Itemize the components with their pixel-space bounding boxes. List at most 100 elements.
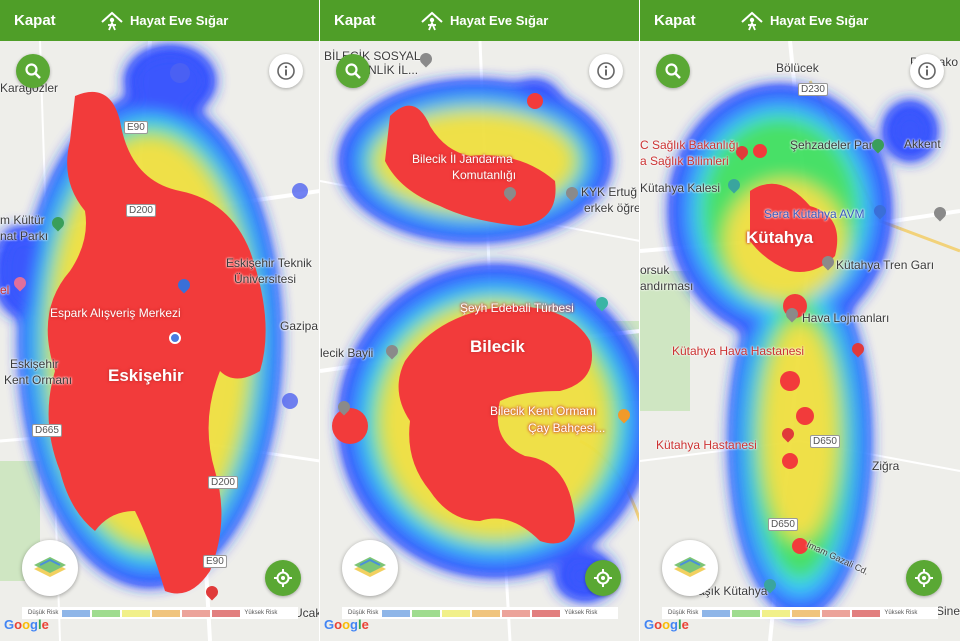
label-el: el bbox=[0, 283, 10, 297]
label-kyk-1: KYK Ertuğ bbox=[581, 185, 638, 199]
legend-segment bbox=[442, 609, 471, 617]
legend-high-label: Yüksek Risk bbox=[244, 610, 278, 616]
label-orman-2: Kent Ormanı bbox=[4, 373, 73, 387]
label-jandarma-1: Bilecik İl Jandarma bbox=[412, 152, 513, 166]
label-tren: Kütahya Tren Garı bbox=[836, 258, 935, 272]
legend-segment bbox=[412, 609, 441, 617]
legend-segment bbox=[152, 609, 181, 617]
city-label: Kütahya bbox=[746, 228, 814, 247]
label-zigra: Ziğra bbox=[872, 459, 900, 473]
label-turbe: Şeyh Edebali Türbesi bbox=[460, 301, 574, 315]
legend-segment bbox=[852, 609, 881, 617]
label-hava: Hava Lojmanları bbox=[802, 311, 890, 325]
my-location-icon bbox=[274, 569, 292, 587]
label-ucak: Ucak bbox=[294, 606, 320, 620]
road-d650-south: D650 bbox=[768, 518, 798, 531]
label-kent-2: Çay Bahçesi... bbox=[528, 421, 606, 435]
house-figure-icon bbox=[101, 11, 123, 30]
brand-logo: Hayat Eve Sığar bbox=[420, 10, 548, 32]
map-panel-bilecik: Kapat Hayat Eve Sığar bbox=[320, 0, 640, 641]
label-bayii: lecik Bayii bbox=[320, 346, 374, 360]
legend-segment bbox=[472, 609, 501, 617]
brand-label: Hayat Eve Sığar bbox=[770, 13, 869, 28]
label-teknik-1: Eskişehir Teknik bbox=[226, 256, 312, 270]
my-location-button[interactable] bbox=[906, 560, 942, 596]
legend-low-label: Düşük Risk bbox=[348, 610, 379, 616]
legend-segment bbox=[122, 609, 151, 617]
brand-label: Hayat Eve Sığar bbox=[450, 13, 549, 28]
search-icon bbox=[345, 63, 361, 79]
map-panel-eskisehir: Kapat Hayat Eve Sığar bbox=[0, 0, 320, 641]
city-label: Bilecik bbox=[470, 337, 525, 356]
label-espark: Espark Alışveriş Merkezi bbox=[50, 306, 181, 320]
label-orsuk-1: orsuk bbox=[640, 263, 670, 277]
map-layers-button[interactable] bbox=[662, 540, 718, 596]
map-layers-button[interactable] bbox=[22, 540, 78, 596]
label-sosyal-2: ENLİK İL... bbox=[360, 63, 419, 77]
map-layers-button[interactable] bbox=[342, 540, 398, 596]
road-e90-south: E90 bbox=[203, 555, 227, 568]
heatmap-map[interactable]: Bölücek Parmako D230 C Sağlık Bakanlığı … bbox=[640, 41, 960, 641]
label-saglik-1: C Sağlık Bakanlığı bbox=[640, 138, 739, 152]
search-button[interactable] bbox=[336, 54, 370, 88]
legend-segment bbox=[532, 609, 561, 617]
info-button[interactable] bbox=[589, 54, 623, 88]
search-icon bbox=[25, 63, 41, 79]
my-location-button[interactable] bbox=[265, 560, 301, 596]
label-sehzadeler: Şehzadeler Parkı bbox=[790, 138, 883, 152]
my-location-button[interactable] bbox=[585, 560, 621, 596]
legend-segment bbox=[702, 609, 731, 617]
road-d650: D650 bbox=[810, 435, 840, 448]
legend-segment bbox=[762, 609, 791, 617]
close-button[interactable]: Kapat bbox=[654, 12, 696, 29]
road-d200-south: D200 bbox=[208, 476, 238, 489]
top-bar: Kapat Hayat Eve Sığar bbox=[640, 0, 960, 41]
label-parki: nat Parkı bbox=[0, 229, 49, 243]
legend-segment bbox=[732, 609, 761, 617]
map-layers-icon bbox=[34, 557, 66, 577]
label-sine: Sine bbox=[936, 604, 960, 618]
legend-segment bbox=[822, 609, 851, 617]
info-button[interactable] bbox=[910, 54, 944, 88]
close-button[interactable]: Kapat bbox=[14, 12, 56, 29]
legend-segment bbox=[382, 609, 411, 617]
top-bar: Kapat Hayat Eve Sığar bbox=[320, 0, 639, 41]
my-location-icon bbox=[915, 569, 933, 587]
risk-legend: Düşük Risk Yüksek Risk bbox=[662, 607, 938, 619]
google-attribution: Google bbox=[4, 617, 49, 632]
map-layers-icon bbox=[674, 557, 706, 577]
risk-heatmap bbox=[332, 85, 639, 596]
label-hastanesi: Kütahya Hastanesi bbox=[656, 438, 757, 452]
legend-low-label: Düşük Risk bbox=[668, 610, 699, 616]
heatmap-map[interactable]: BİLECİK SOSYAL ENLİK İL... Bilecik İl Ja… bbox=[320, 41, 639, 641]
legend-segment bbox=[62, 609, 91, 617]
label-kyk-2: erkek öğre bbox=[584, 201, 640, 215]
search-button[interactable] bbox=[16, 54, 50, 88]
risk-legend: Düşük Risk Yüksek Risk bbox=[342, 607, 618, 619]
road-d230: D230 bbox=[798, 83, 828, 96]
google-attribution: Google bbox=[324, 617, 369, 632]
label-gazipa: Gazipa bbox=[280, 319, 319, 333]
road-d200: D200 bbox=[126, 204, 156, 217]
search-icon bbox=[665, 63, 681, 79]
legend-high-label: Yüksek Risk bbox=[564, 610, 598, 616]
legend-segment bbox=[92, 609, 121, 617]
road-e90: E90 bbox=[124, 121, 148, 134]
risk-heatmap bbox=[0, 51, 308, 594]
label-akkent: Akkent bbox=[904, 137, 941, 151]
legend-segment bbox=[792, 609, 821, 617]
label-karagozler: Karagözler bbox=[0, 81, 59, 95]
legend-segment bbox=[212, 609, 241, 617]
info-button[interactable] bbox=[269, 54, 303, 88]
search-button[interactable] bbox=[656, 54, 690, 88]
label-teknik-2: Üniversitesi bbox=[234, 272, 297, 286]
close-button[interactable]: Kapat bbox=[334, 12, 376, 29]
label-orsuk-2: andırması bbox=[640, 279, 694, 293]
map-panel-kutahya: Kapat Hayat Eve Sığar bbox=[640, 0, 960, 641]
road-d665: D665 bbox=[32, 424, 62, 437]
current-location-dot bbox=[169, 332, 181, 344]
risk-heatmap bbox=[675, 91, 932, 611]
info-icon bbox=[597, 62, 615, 80]
label-kultur: m Kültür bbox=[0, 213, 45, 227]
legend-low-label: Düşük Risk bbox=[28, 610, 59, 616]
